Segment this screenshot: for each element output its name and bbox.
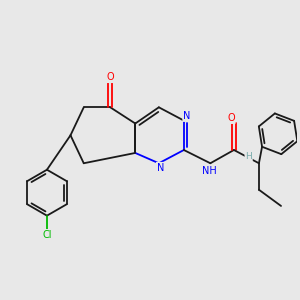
Text: O: O (106, 72, 114, 82)
Text: H: H (245, 152, 252, 161)
Text: N: N (183, 111, 190, 121)
Text: O: O (227, 113, 235, 123)
Text: N: N (157, 163, 164, 173)
Text: Cl: Cl (42, 230, 52, 240)
Text: NH: NH (202, 167, 216, 176)
